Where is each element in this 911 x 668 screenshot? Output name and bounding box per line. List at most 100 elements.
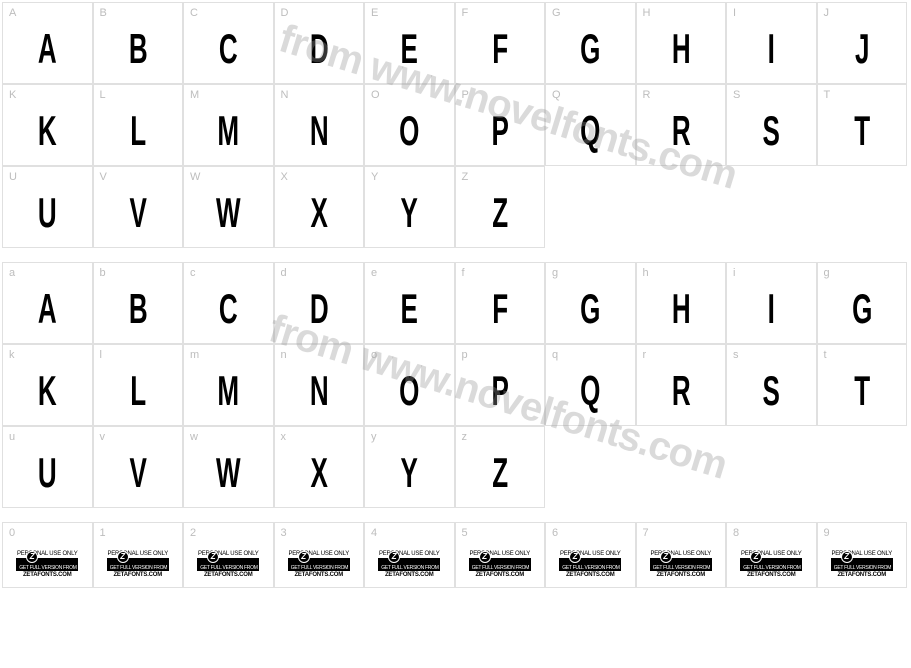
cell-label: R bbox=[643, 89, 651, 101]
glyph-cell: 9PERSONAL USE ONLYZGET FULL VERSION FROM… bbox=[817, 522, 908, 588]
cell-glyph: U bbox=[20, 427, 75, 507]
cell-glyph: W bbox=[201, 167, 256, 247]
cell-label: s bbox=[733, 349, 739, 361]
cell-label: U bbox=[9, 171, 17, 183]
cell-glyph: O bbox=[382, 85, 437, 165]
cell-glyph: N bbox=[291, 85, 346, 165]
glyph-cell: sS bbox=[726, 344, 817, 426]
badge-bar: ZGET FULL VERSION FROM bbox=[740, 558, 802, 571]
cell-glyph: I bbox=[744, 3, 799, 83]
glyph-cell: vV bbox=[93, 426, 184, 508]
cell-label: p bbox=[462, 349, 468, 361]
badge-sub-text: ZETAFONTS.COM bbox=[837, 572, 886, 578]
glyph-cell: tT bbox=[817, 344, 908, 426]
glyph-cell: cC bbox=[183, 262, 274, 344]
cell-glyph: R bbox=[653, 85, 708, 165]
glyph-cell: hH bbox=[636, 262, 727, 344]
cell-glyph: V bbox=[110, 167, 165, 247]
cell-label: X bbox=[281, 171, 288, 183]
cell-label: r bbox=[643, 349, 647, 361]
zetafonts-badge: PERSONAL USE ONLYZGET FULL VERSION FROMZ… bbox=[16, 551, 78, 578]
cell-glyph: L bbox=[110, 85, 165, 165]
cell-glyph: P bbox=[472, 345, 527, 425]
cell-label: L bbox=[100, 89, 106, 101]
badge-z-circle-icon: Z bbox=[841, 551, 853, 563]
glyph-cell: pP bbox=[455, 344, 546, 426]
cell-glyph: PERSONAL USE ONLYZGET FULL VERSION FROMZ… bbox=[184, 523, 273, 587]
cell-glyph: I bbox=[744, 263, 799, 343]
cell-label: a bbox=[9, 267, 15, 279]
badge-z-letter: Z bbox=[844, 552, 849, 561]
badge-bar-text: GET FULL VERSION FROM bbox=[200, 565, 257, 571]
badge-z-circle-icon: Z bbox=[479, 551, 491, 563]
glyph-cell: zZ bbox=[455, 426, 546, 508]
cell-glyph: R bbox=[653, 345, 708, 425]
badge-bar-text: GET FULL VERSION FROM bbox=[562, 565, 619, 571]
cell-label: k bbox=[9, 349, 15, 361]
badge-z-circle-icon: Z bbox=[298, 551, 310, 563]
cell-glyph: PERSONAL USE ONLYZGET FULL VERSION FROMZ… bbox=[3, 523, 92, 587]
badge-bar: ZGET FULL VERSION FROM bbox=[559, 558, 621, 571]
glyph-cell bbox=[726, 426, 817, 508]
badge-z-circle-icon: Z bbox=[569, 551, 581, 563]
glyph-cell: yY bbox=[364, 426, 455, 508]
cell-label: o bbox=[371, 349, 377, 361]
cell-label: n bbox=[281, 349, 287, 361]
glyph-cell: WW bbox=[183, 166, 274, 248]
glyph-cell: MM bbox=[183, 84, 274, 166]
cell-label: 9 bbox=[824, 527, 830, 539]
glyph-row: aAbBcCdDeEfFgGhHiIgG bbox=[2, 262, 909, 344]
glyph-cell: kK bbox=[2, 344, 93, 426]
glyph-cell: VV bbox=[93, 166, 184, 248]
cell-glyph: H bbox=[653, 3, 708, 83]
zetafonts-badge: PERSONAL USE ONLYZGET FULL VERSION FROMZ… bbox=[197, 551, 259, 578]
glyph-cell: TT bbox=[817, 84, 908, 166]
glyph-cell: NN bbox=[274, 84, 365, 166]
glyph-cell: XX bbox=[274, 166, 365, 248]
cell-label: l bbox=[100, 349, 102, 361]
glyph-cell: aA bbox=[2, 262, 93, 344]
zetafonts-badge: PERSONAL USE ONLYZGET FULL VERSION FROMZ… bbox=[469, 551, 531, 578]
cell-label: t bbox=[824, 349, 827, 361]
cell-glyph: PERSONAL USE ONLYZGET FULL VERSION FROMZ… bbox=[456, 523, 545, 587]
cell-label: M bbox=[190, 89, 199, 101]
cell-label: O bbox=[371, 89, 380, 101]
badge-z-letter: Z bbox=[392, 552, 397, 561]
cell-label: 6 bbox=[552, 527, 558, 539]
glyph-cell: lL bbox=[93, 344, 184, 426]
cell-glyph: PERSONAL USE ONLYZGET FULL VERSION FROMZ… bbox=[94, 523, 183, 587]
cell-label: 1 bbox=[100, 527, 106, 539]
badge-bar-text: GET FULL VERSION FROM bbox=[110, 565, 167, 571]
badge-bar: ZGET FULL VERSION FROM bbox=[831, 558, 893, 571]
cell-label: B bbox=[100, 7, 107, 19]
glyph-row: kKlLmMnNoOpPqQrRsStT bbox=[2, 344, 909, 426]
cell-label: 4 bbox=[371, 527, 377, 539]
glyph-cell: ZZ bbox=[455, 166, 546, 248]
cell-glyph: L bbox=[110, 345, 165, 425]
cell-glyph: PERSONAL USE ONLYZGET FULL VERSION FROMZ… bbox=[818, 523, 907, 587]
glyph-cell: PP bbox=[455, 84, 546, 166]
glyph-cell: SS bbox=[726, 84, 817, 166]
cell-glyph: M bbox=[201, 85, 256, 165]
cell-label: N bbox=[281, 89, 289, 101]
badge-bar: ZGET FULL VERSION FROM bbox=[378, 558, 440, 571]
glyph-cell: mM bbox=[183, 344, 274, 426]
cell-glyph: PERSONAL USE ONLYZGET FULL VERSION FROMZ… bbox=[275, 523, 364, 587]
glyph-cell: 1PERSONAL USE ONLYZGET FULL VERSION FROM… bbox=[93, 522, 184, 588]
cell-glyph: PERSONAL USE ONLYZGET FULL VERSION FROMZ… bbox=[546, 523, 635, 587]
cell-glyph: G bbox=[563, 3, 618, 83]
cell-glyph: G bbox=[563, 263, 618, 343]
section-lowercase: aAbBcCdDeEfFgGhHiIgGkKlLmMnNoOpPqQrRsStT… bbox=[2, 262, 909, 508]
glyph-cell: 0PERSONAL USE ONLYZGET FULL VERSION FROM… bbox=[2, 522, 93, 588]
glyph-cell: nN bbox=[274, 344, 365, 426]
cell-glyph: PERSONAL USE ONLYZGET FULL VERSION FROMZ… bbox=[365, 523, 454, 587]
badge-z-circle-icon: Z bbox=[117, 551, 129, 563]
cell-label: c bbox=[190, 267, 196, 279]
glyph-cell: iI bbox=[726, 262, 817, 344]
glyph-cell: uU bbox=[2, 426, 93, 508]
cell-label: C bbox=[190, 7, 198, 19]
cell-glyph: J bbox=[834, 3, 889, 83]
cell-glyph: H bbox=[653, 263, 708, 343]
badge-sub-text: ZETAFONTS.COM bbox=[656, 572, 705, 578]
cell-label: Z bbox=[462, 171, 469, 183]
